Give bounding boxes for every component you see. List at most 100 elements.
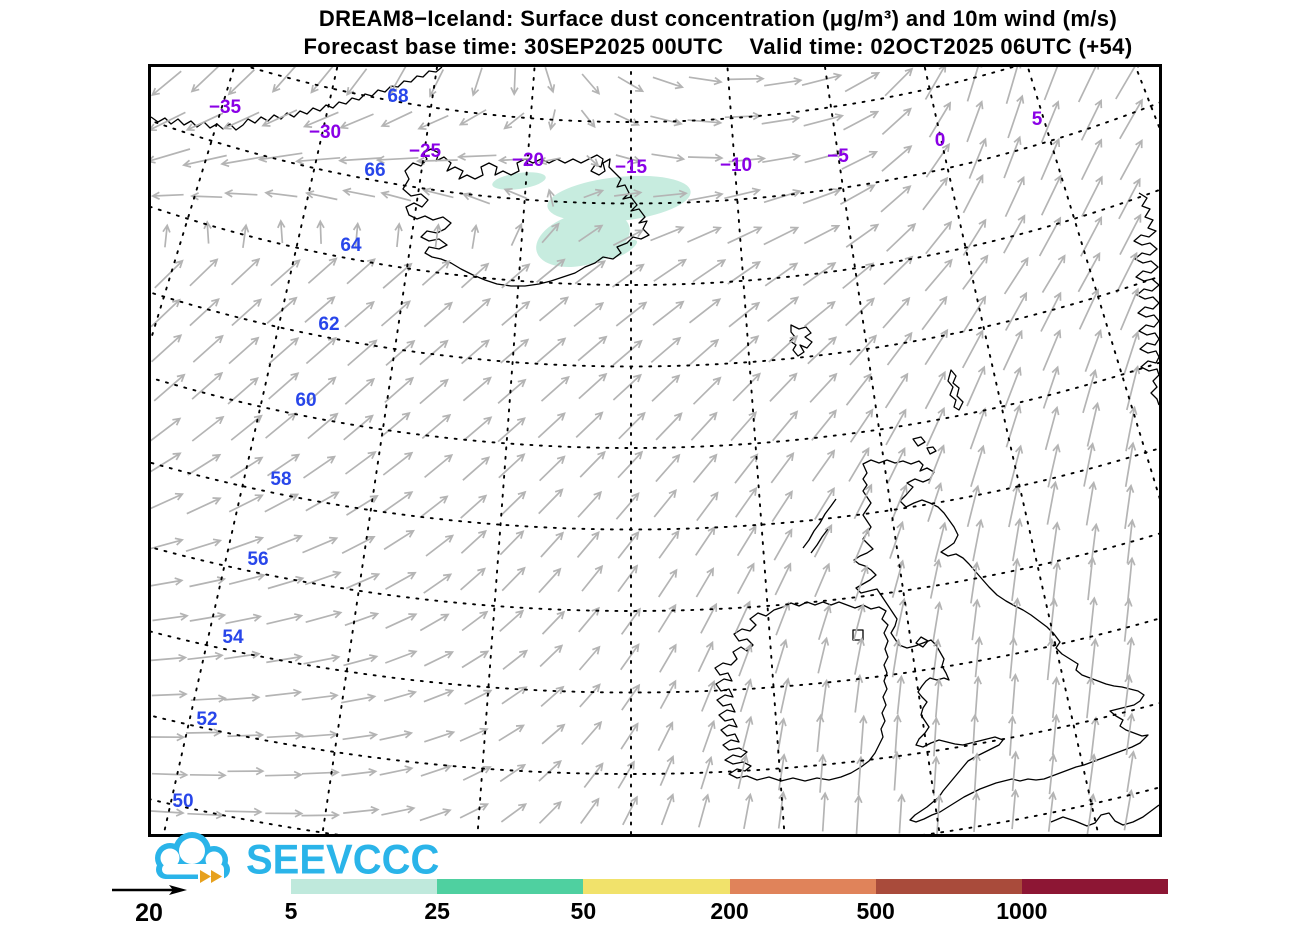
wind-arrow (774, 638, 788, 674)
coastline (947, 369, 964, 411)
wind-arrow (338, 156, 383, 165)
wind-arrow (658, 529, 680, 559)
wind-arrow (728, 335, 760, 363)
wind-arrow (185, 728, 223, 737)
wind-arrow (650, 115, 683, 127)
wind-arrow (257, 152, 303, 163)
wind-arrow (461, 192, 491, 205)
wind-arrow (845, 372, 872, 406)
meridian-line (162, 67, 339, 834)
wind-arrow (186, 497, 222, 515)
colorbar-segment (437, 879, 584, 894)
header: DREAM8−Iceland: Surface dust concentrati… (148, 5, 1288, 61)
wind-arrow (574, 260, 607, 285)
wind-arrow (1125, 365, 1141, 411)
wind-arrow (227, 536, 265, 551)
wind-arrow (151, 770, 189, 779)
wind-arrow (970, 713, 979, 754)
wind-arrow (651, 153, 686, 163)
wind-arrow (775, 601, 791, 636)
wind-arrow (1090, 716, 1100, 759)
wind-arrow (381, 805, 416, 816)
wind-arrow (261, 109, 298, 127)
wind-arrow (265, 809, 304, 818)
wind-arrow (962, 174, 984, 214)
wind-arrow (316, 219, 325, 244)
map-title: DREAM8−Iceland: Surface dust concentrati… (318, 6, 1118, 31)
logo-chevron-icon (200, 870, 211, 883)
wind-arrow (1007, 94, 1025, 139)
wind-arrow (1124, 441, 1137, 487)
wind-arrow (696, 491, 719, 522)
wind-arrow (615, 301, 648, 327)
wind-arrow (970, 561, 981, 604)
meridian-line (321, 67, 438, 834)
wind-arrow (737, 753, 749, 790)
wind-arrow (187, 453, 222, 476)
wind-arrow (1084, 328, 1103, 372)
wind-arrow (375, 155, 419, 164)
wind-arrow (456, 152, 497, 161)
wind-arrow (151, 111, 186, 132)
wind-arrow (1126, 750, 1137, 793)
wind-arrow (966, 484, 981, 528)
dust-patch (608, 239, 638, 259)
wind-arrow (394, 222, 403, 248)
wind-arrow (970, 444, 986, 488)
wind-arrow (845, 223, 880, 248)
wind-arrow (151, 70, 182, 97)
longitude-label: −15 (615, 157, 648, 178)
wind-arrow (842, 262, 875, 290)
wind-arrow (301, 691, 339, 701)
wind-arrow (688, 338, 720, 366)
wind-arrow (1119, 98, 1143, 140)
wind-arrow (1090, 637, 1099, 681)
wind-arrow (301, 768, 340, 777)
colorbar-label: 50 (570, 898, 597, 924)
wind-arrow (462, 456, 491, 481)
wind-arrow (294, 156, 341, 165)
wind-arrow (539, 455, 566, 482)
wind-arrow (767, 296, 800, 322)
wind-arrow (962, 254, 989, 290)
wind-arrow (882, 296, 911, 329)
wind-arrow (265, 770, 303, 780)
wind-arrow (573, 301, 605, 328)
latitude-label: 56 (247, 549, 268, 570)
wind-arrow (966, 100, 984, 143)
colorbar-label: 1000 (996, 898, 1048, 924)
wind-arrow (1086, 401, 1101, 447)
wind-arrow (344, 611, 380, 627)
wind-arrow (271, 67, 296, 93)
wind-arrow (820, 678, 830, 717)
dust-patch (492, 172, 546, 190)
wind-arrow (266, 731, 304, 740)
wind-arrow (578, 645, 601, 671)
wind-arrow (1086, 675, 1095, 719)
wind-arrow (925, 142, 951, 178)
wind-arrow (697, 640, 714, 673)
wind-arrow (802, 262, 837, 286)
wind-arrow (307, 257, 338, 284)
wind-arrow (423, 688, 455, 703)
wind-arrow (499, 609, 525, 633)
wind-arrow (389, 67, 407, 95)
wind-arrow (886, 446, 906, 485)
wind-arrow (422, 187, 454, 199)
wind-arrow (191, 415, 225, 442)
map-labels-layer: −35 −30 −25 −20 −15 −10 −5 0 5 68 66 64 62 60 58 56 54 52… (172, 86, 1042, 812)
wind-arrow (344, 451, 377, 475)
latitude-label: 60 (295, 390, 316, 411)
wind-arrow (383, 689, 418, 702)
wind-arrow (500, 338, 530, 364)
map-subtitle: Forecast base time: 30SEP2025 00UTC Vali… (303, 34, 1133, 59)
wind-arrow (151, 537, 184, 550)
wind-arrow (1047, 790, 1057, 832)
wind-arrow (225, 613, 263, 625)
colorbar-label: 25 (424, 898, 450, 924)
wind-arrow (304, 296, 336, 323)
wind-arrow (928, 101, 952, 138)
wind-arrow (732, 372, 761, 402)
wind-arrow (189, 576, 227, 588)
wind-arrow (969, 407, 987, 450)
